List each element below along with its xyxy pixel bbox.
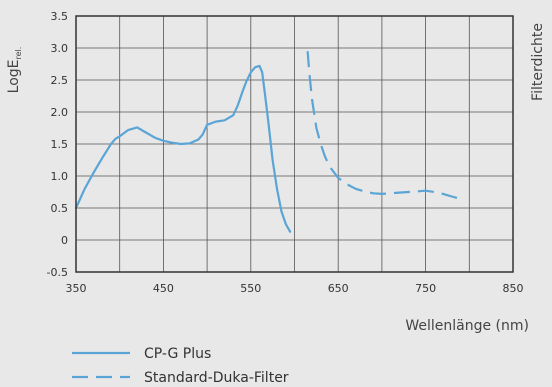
y-tick-label: -0.5 — [47, 266, 68, 279]
legend-label-standard-duka-filter: Standard-Duka-Filter — [144, 370, 289, 386]
y-tick-label: 2.0 — [51, 106, 69, 119]
y-tick-label: 1.0 — [51, 170, 69, 183]
x-tick-label: 750 — [415, 282, 436, 295]
x-axis-label: Wellenlänge (nm) — [405, 318, 529, 334]
y-axis-label: LogErel. — [6, 47, 23, 94]
y-tick-label: 0 — [61, 234, 68, 247]
legend-label-cp-g-plus: CP-G Plus — [144, 346, 211, 362]
series-group — [74, 51, 461, 233]
y-tick-label: 0.5 — [51, 202, 69, 215]
x-tick-label: 350 — [66, 282, 87, 295]
y-tick-label: 1.5 — [51, 138, 69, 151]
x-tick-label: 450 — [153, 282, 174, 295]
x-tick-labels: 350 450 550 650 750 850 — [66, 282, 524, 295]
y2-axis-label: Filterdichte — [530, 23, 546, 101]
series-line-cp-g-plus — [74, 64, 292, 233]
x-tick-label: 550 — [240, 282, 261, 295]
legend: CP-G Plus Standard-Duka-Filter — [72, 346, 289, 386]
grid-lines — [76, 16, 513, 272]
y-tick-label: 2.5 — [51, 74, 69, 87]
y-tick-label: 3.5 — [51, 10, 69, 23]
y-tick-label: 3.0 — [51, 42, 69, 55]
series-line-standard-duka-filter — [306, 51, 461, 201]
x-tick-label: 650 — [328, 282, 349, 295]
y-tick-labels: -0.5 0 0.5 1.0 1.5 2.0 2.5 3.0 3.5 — [47, 10, 68, 279]
x-tick-label: 850 — [503, 282, 524, 295]
plot-frame — [75, 15, 514, 273]
